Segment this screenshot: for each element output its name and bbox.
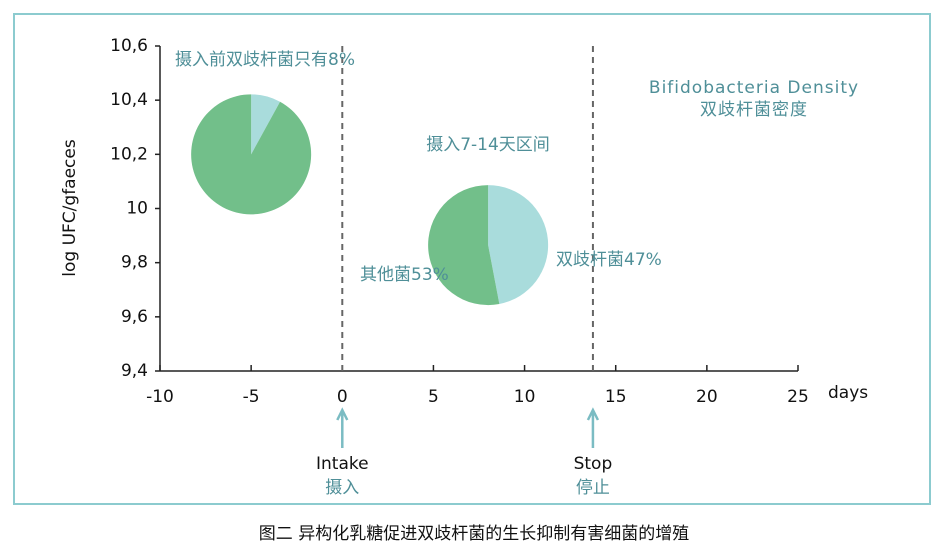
- x-tick-label: 15: [605, 387, 627, 407]
- event-label-cn: 停止: [576, 478, 610, 498]
- event-label: Intake: [316, 454, 369, 474]
- y-axis-label: log UFC/gfaeces: [60, 139, 80, 277]
- caption: 图二 异构化乳糖促进双歧杆菌的生长抑制有害细菌的增殖: [259, 524, 689, 544]
- pie-slice: [488, 185, 549, 304]
- y-tick-label: 9,6: [121, 307, 148, 327]
- slice-label: 摄入前双歧杆菌只有8%: [175, 50, 355, 70]
- x-tick-label: 5: [428, 387, 439, 407]
- y-tick-label: 9,8: [121, 253, 148, 273]
- y-tick-label: 10,6: [110, 36, 148, 56]
- slice-label: 其他菌53%: [360, 265, 449, 285]
- x-tick-label: -10: [146, 387, 174, 407]
- pie-slice: [191, 94, 312, 215]
- y-tick-label: 9,4: [121, 361, 148, 381]
- x-axis-label: days: [828, 383, 868, 403]
- pie-slice: [428, 185, 500, 306]
- annotation: 摄入7-14天区间: [426, 135, 550, 155]
- slice-label: 双歧杆菌47%: [556, 250, 662, 270]
- event-arrow: [336, 407, 349, 448]
- y-tick-label: 10: [126, 199, 148, 219]
- event-label: Stop: [574, 454, 613, 474]
- x-tick-label: 20: [696, 387, 718, 407]
- x-tick-label: 25: [787, 387, 809, 407]
- pie-slice: [251, 94, 281, 155]
- frame: [13, 13, 931, 505]
- event-arrow: [586, 407, 600, 448]
- y-tick-label: 10,4: [110, 90, 148, 110]
- x-tick-label: -5: [243, 387, 260, 407]
- annotation: 双歧杆菌密度: [700, 100, 808, 120]
- event-label-cn: 摄入: [325, 478, 359, 498]
- annotation: Bifidobacteria Density: [649, 78, 859, 98]
- y-tick-label: 10,2: [110, 144, 148, 164]
- x-tick-label: 10: [514, 387, 536, 407]
- x-tick-label: 0: [337, 387, 348, 407]
